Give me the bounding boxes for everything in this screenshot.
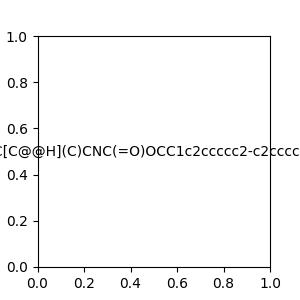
Text: OC[C@@H](C)CNC(=O)OCC1c2ccccc2-c2ccccc21: OC[C@@H](C)CNC(=O)OCC1c2ccccc2-c2ccccc21 (0, 145, 300, 158)
